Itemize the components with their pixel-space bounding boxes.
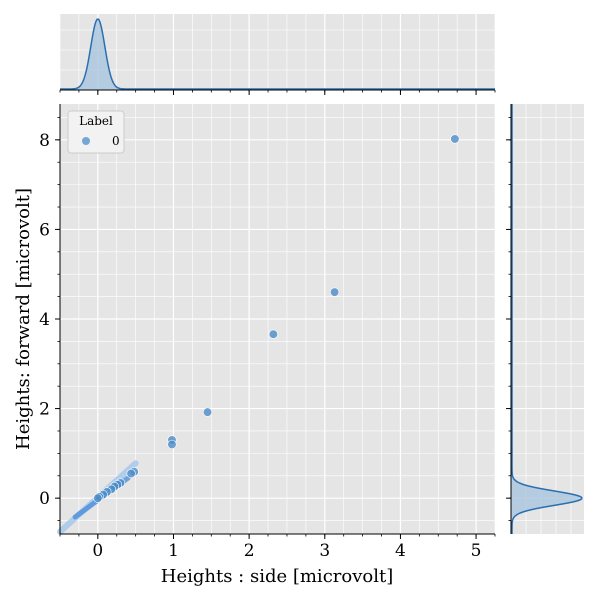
scatter-point [202,407,213,417]
scatter-point [93,493,103,503]
legend-title: Label [79,114,113,128]
x-tick-label: 1 [168,541,179,561]
y-tick-label: 4 [39,310,50,330]
right-kde-fill [511,104,582,534]
legend: Label 0 [67,110,125,154]
x-tick-label: 4 [395,541,406,561]
y-tick-label: 6 [39,220,50,240]
y-tick-label: 8 [39,131,50,151]
right-kde-line [511,104,583,534]
y-axis-label: Heights: forward [microvolt] [13,188,34,450]
scatter-point [126,468,136,479]
y-tick-label: 2 [39,400,50,420]
y-tick-label: 0 [39,489,50,509]
x-tick-label: 2 [244,541,255,561]
x-tick-label: 5 [471,541,482,561]
top-marginal-kde [59,14,496,95]
scatter-point [167,439,177,450]
x-axis-label: Heights : side [microvolt] [161,566,393,587]
scatter-point [330,287,340,297]
scatter-point [268,329,278,339]
x-tick-label: 0 [92,541,103,561]
top-kde-line [60,18,495,90]
x-tick-label: 3 [319,541,330,561]
legend-entry: 0 [112,134,120,148]
top-kde-fill [60,19,495,90]
scatter-point [450,134,460,144]
right-marginal-kde [506,104,584,534]
legend-marker [82,137,90,145]
